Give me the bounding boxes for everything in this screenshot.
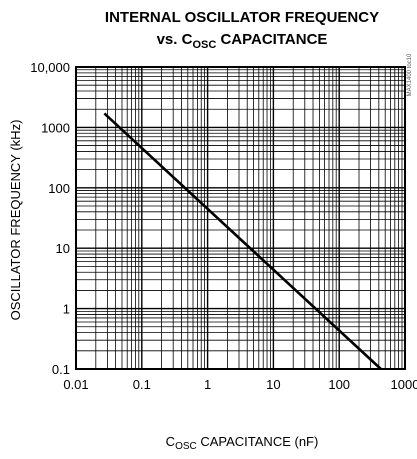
y-tick-label: 10,000 (30, 60, 70, 75)
y-tick-label: 1 (63, 302, 70, 317)
y-axis-label: OSCILLATOR FREQUENCY (kHz) (8, 120, 23, 321)
x-tick-label: 100 (328, 377, 350, 392)
grid-major (75, 66, 406, 370)
series-line (103, 112, 382, 370)
xlabel-prefix: C (166, 434, 175, 449)
x-tick-label: 1000 (391, 377, 417, 392)
x-tick-labels: 0.01 0.1 1 10 100 1000 (63, 377, 417, 392)
title-prefix: vs. C (157, 31, 193, 48)
chart-title-line2: vs. COSC CAPACITANCE (157, 31, 328, 51)
y-tick-label: 0.1 (52, 362, 70, 377)
x-tick-label: 0.1 (133, 377, 151, 392)
x-tick-label: 0.01 (63, 377, 88, 392)
xlabel-suffix: CAPACITANCE (nF) (197, 434, 319, 449)
plot-frame (75, 66, 406, 370)
grid-minor (76, 67, 405, 369)
x-tick-label: 10 (266, 377, 280, 392)
y-tick-label: 1000 (41, 120, 70, 135)
x-axis-label: COSC CAPACITANCE (nF) (166, 434, 319, 452)
chart-title-line1: INTERNAL OSCILLATOR FREQUENCY (105, 9, 379, 26)
y-tick-label: 100 (48, 181, 70, 196)
title-subscript: OSC (192, 39, 216, 51)
title-suffix: CAPACITANCE (216, 31, 327, 48)
figure-code: MAX1400 toc10 (407, 53, 413, 96)
y-tick-label: 10 (56, 241, 70, 256)
xlabel-subscript: OSC (175, 441, 197, 452)
y-tick-labels: 0.1 1 10 100 1000 10,000 (30, 60, 70, 377)
x-tick-label: 1 (204, 377, 211, 392)
series-group (103, 112, 382, 370)
